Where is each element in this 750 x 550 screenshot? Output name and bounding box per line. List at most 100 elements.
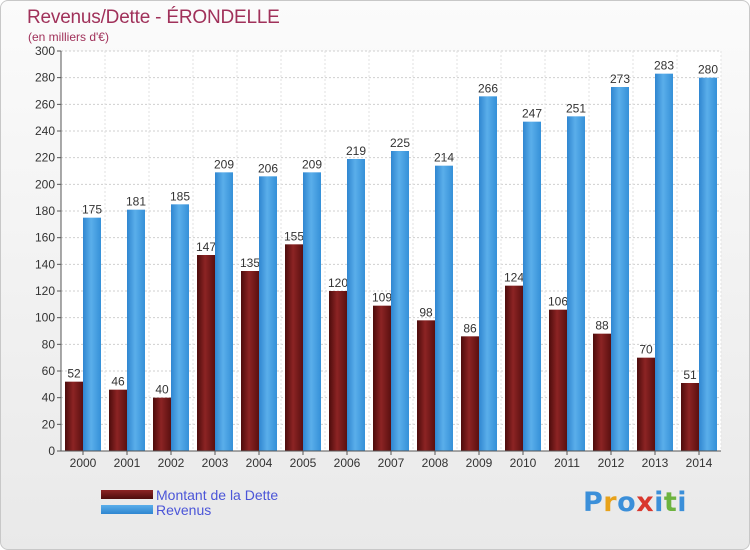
bar-dette-2001 [109, 389, 127, 451]
x-tick-label-2013: 2013 [642, 456, 669, 470]
x-tick-label-2001: 2001 [114, 456, 141, 470]
x-tick-label-2012: 2012 [598, 456, 625, 470]
chart-subtitle: (en milliers d'€) [28, 30, 109, 44]
y-tick-label: 0 [48, 444, 55, 458]
data-label-revenus-2011: 251 [566, 101, 586, 115]
y-tick-label: 80 [42, 337, 56, 351]
y-tick-label: 20 [42, 417, 56, 431]
logo-letter: x [636, 487, 655, 518]
bar-dette-2012 [593, 333, 611, 451]
bar-dette-2011 [549, 309, 567, 451]
bar-dette-2010 [505, 285, 523, 451]
chart-title: Revenus/Dette - ÉRONDELLE [27, 7, 280, 28]
legend-label-dette: Montant de la Dette [156, 486, 279, 503]
x-tick-label-2003: 2003 [202, 456, 229, 470]
data-label-dette-2008: 98 [419, 305, 433, 319]
data-label-revenus-2009: 266 [478, 81, 498, 95]
data-label-dette-2009: 86 [463, 321, 477, 335]
data-label-revenus-2002: 185 [170, 189, 190, 203]
proxiti-logo: Proxiti [583, 487, 687, 518]
data-label-dette-2002: 40 [155, 383, 169, 397]
bar-dette-2004 [241, 271, 259, 451]
legend-label-revenus: Revenus [156, 501, 212, 518]
bar-dette-2008 [417, 320, 435, 451]
bar-dette-2000 [65, 381, 83, 451]
data-label-dette-2011: 106 [548, 295, 568, 309]
bar-layer: 52 175 46 181 40 185 147 209 135 206 155 209 120 219 1… [65, 59, 718, 452]
legend: Montant de la Dette Revenus [101, 486, 279, 518]
bar-revenus-2003 [215, 172, 233, 452]
logo-letter: i [677, 487, 688, 518]
y-tick-label: 180 [35, 204, 55, 218]
y-tick-label: 200 [35, 177, 55, 191]
bar-dette-2006 [329, 291, 347, 451]
data-label-revenus-2007: 225 [390, 136, 410, 150]
data-label-revenus-2004: 206 [258, 161, 278, 175]
data-label-dette-2003: 147 [196, 240, 216, 254]
bar-revenus-2004 [259, 176, 277, 452]
x-tick-label-2008: 2008 [422, 456, 449, 470]
data-label-revenus-2014: 280 [698, 63, 718, 77]
x-tick-label-2002: 2002 [158, 456, 185, 470]
data-label-revenus-2005: 209 [302, 157, 322, 171]
data-label-dette-2010: 124 [504, 271, 524, 285]
y-tick-label: 280 [35, 71, 55, 85]
bar-dette-2009 [461, 336, 479, 451]
x-tick-label-2014: 2014 [686, 456, 713, 470]
y-tick-label: 240 [35, 124, 55, 138]
x-tick-label-2011: 2011 [554, 456, 580, 470]
bar-revenus-2008 [435, 165, 453, 451]
data-label-dette-2001: 46 [111, 375, 125, 389]
data-label-revenus-2012: 273 [610, 72, 630, 86]
bar-revenus-2013 [655, 73, 673, 452]
y-tick-label: 100 [35, 311, 55, 325]
y-tick-label: 120 [35, 284, 55, 298]
x-tick-label-2009: 2009 [466, 456, 493, 470]
x-tick-label-2005: 2005 [290, 456, 317, 470]
data-label-dette-2006: 120 [328, 276, 348, 290]
bar-revenus-2012 [611, 87, 629, 451]
axis-layer: 0 20 40 60 80 100 120 140 160 180 200 220 240 260 280 3… [35, 44, 721, 470]
y-tick-label: 300 [35, 44, 55, 58]
bar-revenus-2014 [699, 77, 717, 452]
bar-dette-2002 [153, 397, 171, 451]
x-tick-label-2010: 2010 [510, 456, 537, 470]
data-label-revenus-2001: 181 [126, 195, 146, 209]
legend-swatch-revenus [101, 505, 153, 514]
bar-dette-2007 [373, 305, 391, 451]
x-tick-label-2007: 2007 [378, 456, 405, 470]
bar-dette-2003 [197, 255, 215, 451]
bar-dette-2014 [681, 383, 699, 451]
data-label-revenus-2013: 283 [654, 59, 674, 73]
x-tick-label-2000: 2000 [70, 456, 97, 470]
logo-letter: P [583, 487, 604, 518]
bar-revenus-2011 [567, 116, 585, 451]
data-label-dette-2000: 52 [67, 367, 81, 381]
y-tick-label: 160 [35, 231, 55, 245]
y-tick-label: 260 [35, 97, 55, 111]
data-label-dette-2005: 155 [284, 229, 304, 243]
data-label-revenus-2010: 247 [522, 107, 542, 121]
legend-swatch-dette [101, 490, 153, 499]
logo-letter: r [603, 487, 618, 518]
bar-revenus-2009 [479, 96, 497, 451]
bar-revenus-2001 [127, 209, 145, 451]
legend-item-revenus: Revenus [101, 501, 278, 518]
bar-revenus-2000 [83, 217, 101, 451]
y-tick-label: 140 [35, 257, 55, 271]
data-label-dette-2013: 70 [639, 343, 653, 357]
bar-dette-2005 [285, 244, 303, 451]
logo-letter: o [617, 487, 637, 518]
data-label-revenus-2008: 214 [434, 151, 454, 165]
data-label-dette-2004: 135 [240, 256, 260, 270]
bar-revenus-2005 [303, 172, 321, 452]
data-label-dette-2012: 88 [595, 319, 609, 333]
bar-revenus-2002 [171, 204, 189, 451]
data-label-revenus-2003: 209 [214, 157, 234, 171]
bar-dette-2013 [637, 357, 655, 451]
data-label-dette-2007: 109 [372, 291, 392, 305]
bar-revenus-2006 [347, 159, 365, 451]
y-tick-label: 60 [42, 364, 56, 378]
legend-item-dette: Montant de la Dette [101, 486, 279, 503]
